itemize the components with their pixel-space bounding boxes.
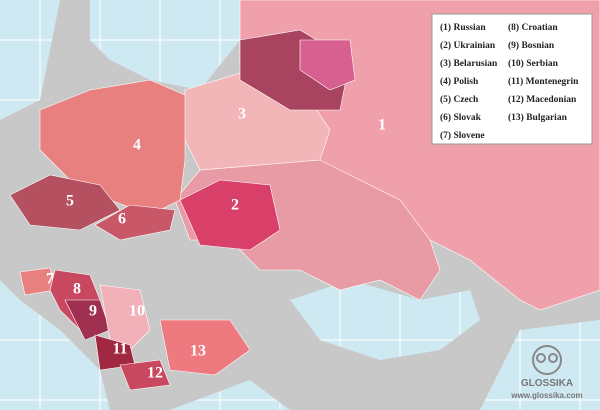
legend-entry: (2) Ukrainian bbox=[440, 40, 496, 51]
area-label: 2 bbox=[231, 197, 239, 214]
legend-entry: (6) Slovak bbox=[440, 112, 482, 123]
area-label: 6 bbox=[118, 211, 126, 228]
legend-entry: (10) Serbian bbox=[508, 58, 559, 69]
area-label: 5 bbox=[66, 193, 74, 210]
legend-box bbox=[431, 13, 593, 145]
legend-entry: (8) Croatian bbox=[508, 22, 558, 33]
legend-entry: (12) Macedonian bbox=[508, 94, 577, 105]
legend: (1) Russian (2) Ukrainian (3) Belarusian… bbox=[431, 13, 593, 145]
area-label: 10 bbox=[129, 303, 145, 320]
legend-entry: (3) Belarusian bbox=[440, 58, 498, 69]
area-label: 4 bbox=[133, 137, 141, 154]
legend-entry: (7) Slovene bbox=[440, 130, 485, 141]
map-labels: 1 2 3 4 5 6 7 8 9 10 11 12 13 bbox=[46, 106, 386, 382]
brand-name: GLOSSIKA bbox=[521, 378, 573, 389]
area-label: 7 bbox=[46, 271, 54, 288]
legend-entry: (9) Bosnian bbox=[508, 40, 555, 51]
legend-entry: (13) Bulgarian bbox=[508, 112, 568, 123]
legend-entry: (5) Czech bbox=[440, 94, 479, 105]
area-label: 13 bbox=[190, 343, 206, 360]
legend-entry: (1) Russian bbox=[440, 22, 486, 33]
area-label: 12 bbox=[147, 365, 163, 382]
area-label: 1 bbox=[378, 117, 386, 134]
logo: GLOSSIKA www.glossika.com bbox=[510, 345, 583, 400]
brand-url: www.glossika.com bbox=[510, 391, 582, 400]
legend-entry: (4) Polish bbox=[440, 76, 479, 87]
area-label: 8 bbox=[73, 281, 81, 298]
area-label: 9 bbox=[89, 303, 97, 320]
area-label: 11 bbox=[112, 341, 127, 358]
legend-entry: (11) Montenegrin bbox=[508, 76, 579, 87]
area-label: 3 bbox=[238, 106, 246, 123]
